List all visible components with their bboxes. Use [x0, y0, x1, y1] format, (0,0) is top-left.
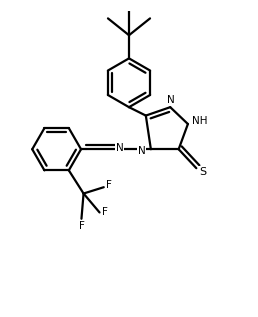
Text: N: N [116, 143, 124, 153]
Text: F: F [78, 221, 84, 231]
Text: S: S [199, 167, 206, 178]
Text: F: F [106, 180, 112, 190]
Text: F: F [102, 207, 108, 217]
Text: N: N [167, 95, 175, 106]
Text: N: N [138, 146, 146, 156]
Text: NH: NH [192, 116, 207, 126]
